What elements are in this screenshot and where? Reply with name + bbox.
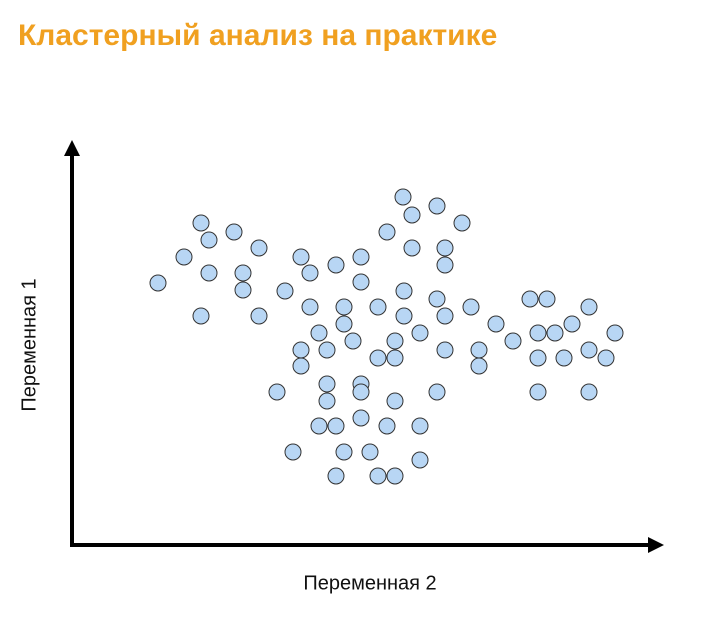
point bbox=[318, 341, 336, 359]
point bbox=[234, 264, 252, 282]
slide-title: Кластерный анализ на практике bbox=[18, 19, 497, 52]
point bbox=[200, 264, 218, 282]
point bbox=[395, 307, 413, 325]
point bbox=[310, 417, 328, 435]
point bbox=[403, 239, 421, 257]
point bbox=[352, 248, 370, 266]
point bbox=[225, 223, 243, 241]
point bbox=[335, 298, 353, 316]
point bbox=[327, 467, 345, 485]
point bbox=[327, 256, 345, 274]
point bbox=[563, 315, 581, 333]
point bbox=[436, 341, 454, 359]
point bbox=[250, 239, 268, 257]
point bbox=[555, 349, 573, 367]
y-axis-arrow bbox=[64, 140, 80, 156]
point bbox=[200, 231, 218, 249]
point bbox=[453, 214, 471, 232]
point bbox=[149, 274, 167, 292]
point bbox=[301, 298, 319, 316]
point bbox=[361, 443, 379, 461]
point bbox=[335, 443, 353, 461]
point bbox=[292, 341, 310, 359]
point bbox=[292, 357, 310, 375]
point bbox=[369, 349, 387, 367]
point bbox=[292, 248, 310, 266]
point bbox=[462, 298, 480, 316]
point bbox=[352, 409, 370, 427]
point bbox=[411, 324, 429, 342]
point bbox=[580, 383, 598, 401]
point bbox=[344, 332, 362, 350]
point bbox=[411, 451, 429, 469]
point bbox=[428, 383, 446, 401]
point bbox=[394, 188, 412, 206]
point bbox=[411, 417, 429, 435]
point bbox=[386, 332, 404, 350]
point bbox=[284, 443, 302, 461]
point bbox=[175, 248, 193, 266]
point bbox=[268, 383, 286, 401]
point bbox=[327, 417, 345, 435]
point bbox=[276, 282, 294, 300]
point bbox=[310, 324, 328, 342]
point bbox=[487, 315, 505, 333]
point bbox=[318, 392, 336, 410]
point bbox=[318, 375, 336, 393]
point bbox=[386, 467, 404, 485]
point bbox=[369, 467, 387, 485]
point bbox=[378, 417, 396, 435]
point bbox=[606, 324, 624, 342]
point bbox=[250, 307, 268, 325]
y-axis-label: Переменная 1 bbox=[18, 278, 40, 411]
point bbox=[529, 349, 547, 367]
point bbox=[436, 307, 454, 325]
point bbox=[192, 214, 210, 232]
point bbox=[521, 290, 539, 308]
point bbox=[504, 332, 522, 350]
point bbox=[470, 341, 488, 359]
point bbox=[470, 357, 488, 375]
point bbox=[529, 324, 547, 342]
point bbox=[192, 307, 210, 325]
point bbox=[546, 324, 564, 342]
point bbox=[386, 392, 404, 410]
point bbox=[301, 264, 319, 282]
point bbox=[352, 383, 370, 401]
point bbox=[395, 282, 413, 300]
point bbox=[386, 349, 404, 367]
point bbox=[580, 341, 598, 359]
point bbox=[428, 197, 446, 215]
point bbox=[436, 256, 454, 274]
x-axis-label: Переменная 2 bbox=[303, 572, 436, 594]
point bbox=[234, 281, 252, 299]
x-axis-arrow bbox=[648, 537, 664, 553]
point bbox=[378, 223, 396, 241]
point bbox=[369, 298, 387, 316]
point bbox=[428, 290, 446, 308]
point bbox=[352, 273, 370, 291]
point bbox=[538, 290, 556, 308]
point bbox=[403, 206, 421, 224]
point bbox=[335, 315, 353, 333]
point bbox=[597, 349, 615, 367]
point bbox=[436, 239, 454, 257]
point bbox=[529, 383, 547, 401]
point bbox=[580, 298, 598, 316]
